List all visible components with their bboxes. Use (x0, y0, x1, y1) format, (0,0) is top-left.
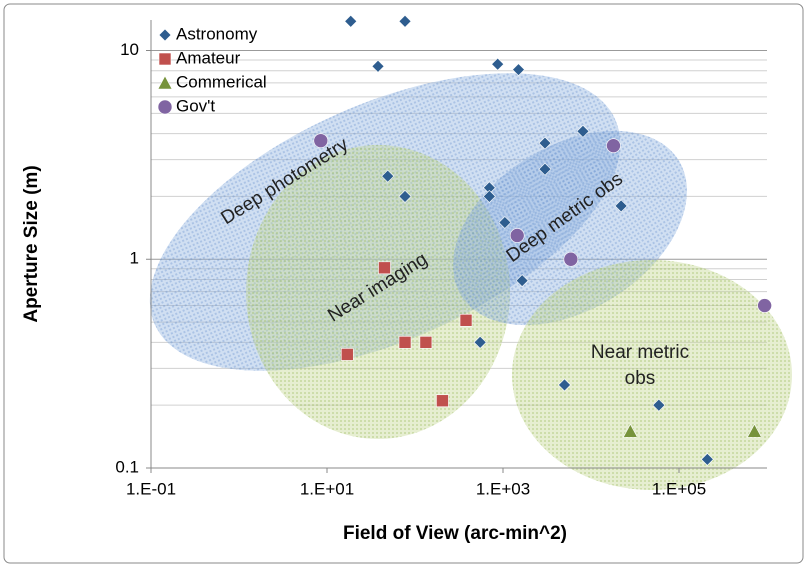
region (246, 145, 510, 439)
legend-marker (158, 52, 172, 66)
point (378, 261, 391, 275)
point (398, 14, 412, 28)
point (419, 336, 433, 349)
point (459, 313, 473, 327)
legend-label: Amateur (176, 48, 241, 67)
y-tick-label: 0.1 (115, 457, 139, 476)
point (512, 63, 525, 77)
point (381, 169, 395, 183)
point (746, 423, 762, 438)
point (515, 274, 529, 288)
point (371, 59, 385, 73)
point (700, 452, 714, 466)
annotation: Near metric obs (590, 342, 690, 389)
regions (149, 73, 792, 490)
point (757, 298, 772, 313)
region (512, 260, 792, 490)
point (622, 423, 638, 438)
x-tick-label: 1.E+03 (476, 479, 530, 498)
point (482, 189, 496, 203)
point (614, 199, 628, 213)
point (313, 133, 329, 148)
legend-label: Astronomy (176, 24, 258, 43)
point (344, 14, 358, 28)
point (538, 136, 552, 150)
point (491, 57, 505, 71)
y-tick-label: 1 (130, 249, 139, 268)
point (398, 189, 412, 203)
point (538, 162, 552, 176)
x-tick-label: 1.E-01 (126, 479, 176, 498)
point (498, 216, 512, 229)
point (558, 378, 571, 392)
legend-marker (157, 99, 173, 115)
point (509, 228, 525, 243)
y-axis-title: Aperture Size (m) (21, 165, 42, 322)
point (473, 335, 487, 349)
point (563, 251, 579, 267)
point (576, 124, 590, 138)
point (652, 398, 666, 412)
point (340, 348, 354, 361)
x-tick-label: 1.E+05 (652, 479, 706, 498)
legend-label: Commerical (176, 72, 267, 91)
legend-marker (158, 28, 172, 42)
x-tick-label: 1.E+01 (300, 479, 354, 498)
point (436, 394, 449, 408)
point (606, 138, 621, 153)
legend-marker (157, 75, 173, 90)
point (398, 336, 412, 349)
legend-label: Gov't (176, 96, 215, 115)
y-tick-label: 10 (120, 40, 139, 59)
x-axis-title: Field of View (arc-min^2) (343, 523, 567, 544)
